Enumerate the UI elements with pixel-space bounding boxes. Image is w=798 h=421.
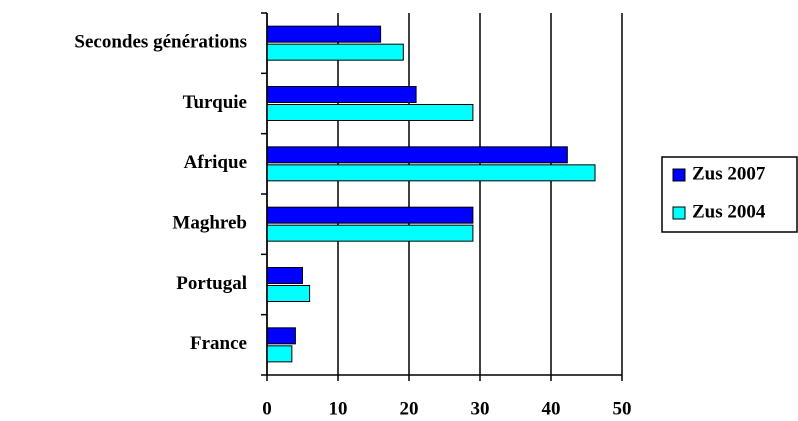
- bar: [266, 285, 311, 302]
- x-tick-label: 0: [262, 398, 272, 419]
- x-tick-label: 50: [613, 398, 632, 419]
- y-tick-label: France: [190, 333, 247, 354]
- bar: [266, 86, 417, 103]
- x-tick-label: 30: [471, 398, 490, 419]
- bar: [266, 25, 382, 43]
- x-tick-label: 40: [542, 398, 561, 419]
- y-tick-label: Afrique: [184, 152, 247, 173]
- bar: [266, 327, 296, 345]
- legend-swatch: [672, 168, 686, 182]
- y-tick-label: Maghreb: [172, 213, 247, 234]
- x-tick-label: 20: [400, 398, 419, 419]
- bar: [266, 267, 303, 284]
- bar: [266, 164, 596, 182]
- bar: [266, 224, 474, 242]
- bar: [266, 104, 474, 121]
- legend-label: Zus 2007: [692, 163, 766, 184]
- y-tick-label: Turquie: [183, 92, 247, 113]
- legend-swatch: [672, 206, 686, 220]
- bar: [266, 146, 568, 164]
- bar: [266, 206, 474, 224]
- bar: [266, 43, 404, 61]
- bar: [266, 345, 293, 363]
- y-tick-label: Portugal: [176, 273, 247, 294]
- legend-label: Zus 2004: [692, 201, 766, 222]
- y-tick-label: Secondes générations: [74, 32, 247, 53]
- x-tick-label: 10: [329, 398, 348, 419]
